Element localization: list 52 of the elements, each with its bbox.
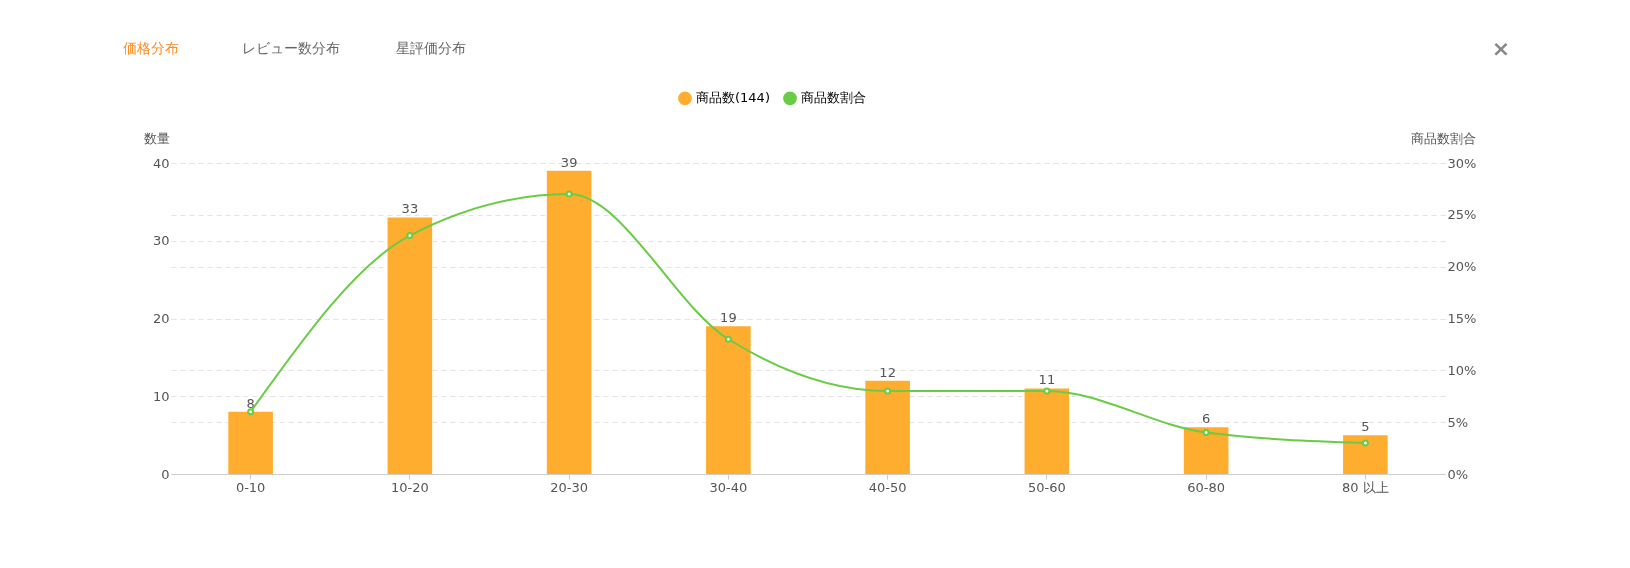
- y2-tick-label: 20%: [1447, 259, 1477, 275]
- y2-tick-label: 5%: [1447, 414, 1469, 430]
- y2-axis-title: 商品数割合: [1410, 130, 1476, 146]
- x-tick-label: 30-40: [709, 479, 748, 495]
- y2-tick-label: 0%: [1447, 466, 1469, 482]
- bar: [1183, 427, 1229, 474]
- y-axis-title: 数量: [143, 130, 170, 146]
- bar: [865, 380, 910, 474]
- y-tick-label: 20: [152, 311, 170, 326]
- point: [247, 408, 255, 416]
- data-label: 6: [1201, 411, 1211, 427]
- bar: [1024, 388, 1070, 474]
- y-tick-label: 40: [152, 155, 170, 171]
- text: 星評価分布: [396, 40, 466, 56]
- y-tick-label: 10: [152, 388, 170, 404]
- y2-tick-label: 25%: [1447, 207, 1477, 223]
- x-tick-label: 80 以上: [1342, 479, 1389, 495]
- text: ×: [1491, 36, 1511, 61]
- y2-tick-label: 15%: [1447, 311, 1477, 326]
- text: 価格分布: [123, 40, 179, 56]
- y2-tick-label: 10%: [1447, 362, 1477, 378]
- bar: [387, 217, 433, 474]
- legend-label: 商品数割合: [801, 90, 866, 106]
- data-label: 12: [879, 364, 896, 380]
- x-tick-label: 50-60: [1027, 479, 1066, 495]
- text: レビュー数分布: [242, 40, 340, 56]
- x-tick-label: 10-20: [390, 479, 429, 495]
- point: [1043, 387, 1051, 395]
- y2-tick-label: 30%: [1447, 155, 1477, 171]
- x-tick-label: 20-30: [550, 479, 589, 495]
- x-tick-label: 60-80: [1187, 479, 1226, 495]
- data-label: 33: [401, 201, 419, 217]
- point: [724, 335, 732, 343]
- y-tick-label: 0: [161, 466, 170, 482]
- data-label: 5: [1361, 419, 1370, 435]
- bar: [228, 411, 273, 474]
- y-tick-label: 30: [152, 233, 170, 249]
- point: [565, 190, 573, 198]
- data-label: 11: [1038, 372, 1056, 388]
- bar: [1343, 435, 1388, 474]
- point: [1361, 439, 1369, 447]
- x-tick-label: 0-10: [235, 479, 266, 495]
- point: [406, 232, 414, 240]
- bar: [546, 170, 592, 474]
- point: [1202, 429, 1210, 437]
- bar: [706, 326, 751, 474]
- x-tick-label: 40-50: [868, 479, 907, 495]
- legend-label: 商品数(144): [696, 90, 770, 106]
- data-label: 8: [246, 395, 255, 411]
- data-label: 19: [720, 310, 737, 326]
- point: [884, 387, 892, 395]
- data-label: 39: [560, 154, 578, 170]
